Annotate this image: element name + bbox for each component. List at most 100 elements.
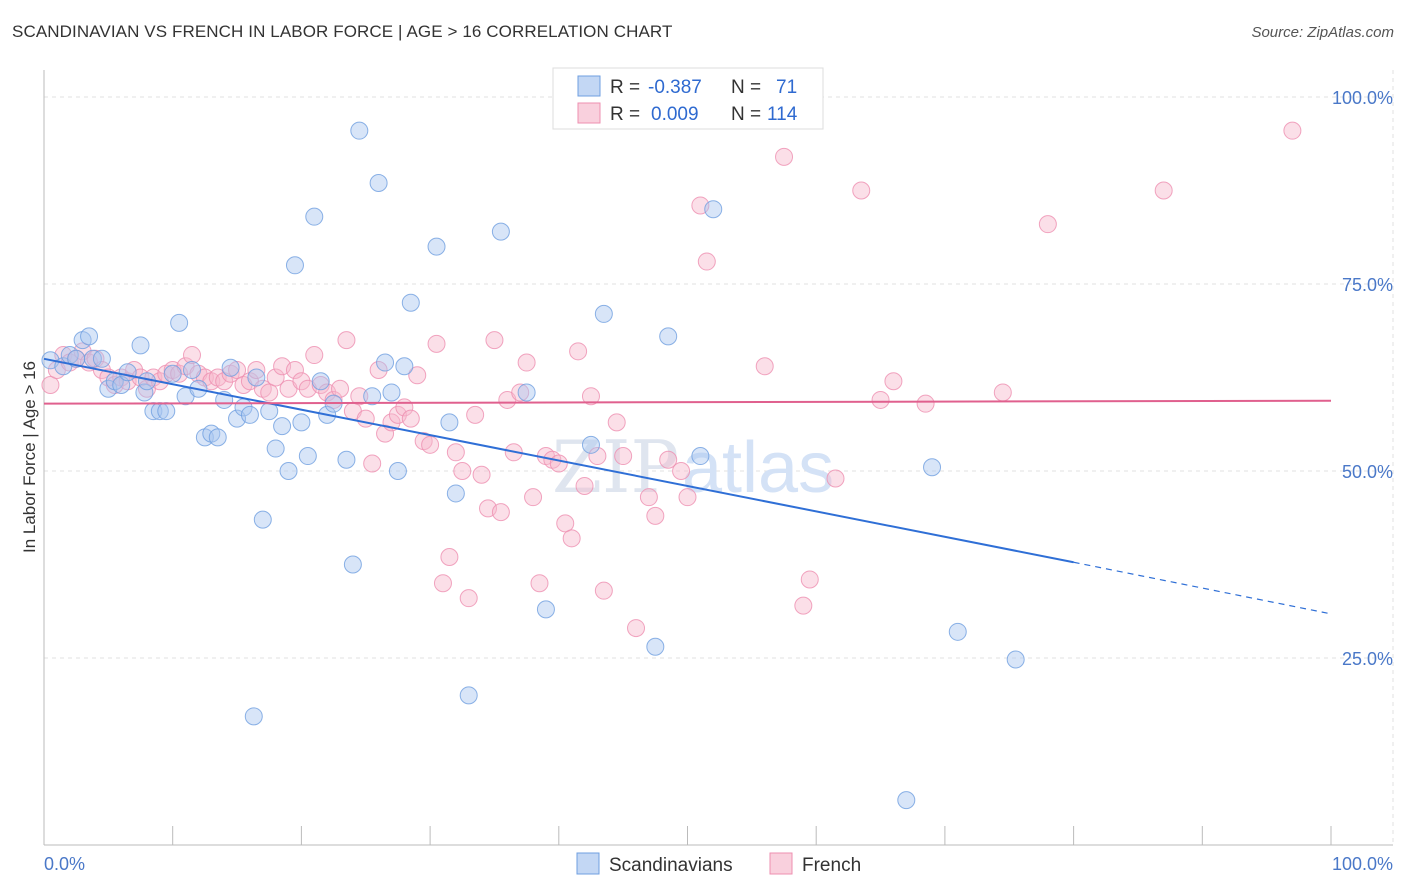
data-point (581, 387, 600, 406)
data-point (324, 390, 343, 409)
data-point (704, 200, 723, 219)
data-point (350, 387, 369, 406)
data-point (607, 413, 626, 432)
data-point (273, 417, 292, 436)
y-axis-title: In Labor Force | Age > 16 (20, 361, 39, 553)
data-point (401, 293, 420, 312)
data-point (163, 364, 182, 383)
data-point (337, 331, 356, 350)
data-point (524, 488, 543, 507)
data-point (491, 503, 510, 522)
data-point (376, 353, 395, 372)
data-point (646, 637, 665, 656)
data-point (343, 555, 362, 574)
x-tick-labels: 0.0% 100.0% (44, 854, 1393, 874)
data-point (884, 372, 903, 391)
data-point (369, 361, 388, 380)
chart-title: SCANDINAVIAN VS FRENCH IN LABOR FORCE | … (12, 22, 673, 41)
data-point (80, 327, 99, 346)
data-point (421, 435, 440, 454)
legend-swatch-scandinavians (577, 75, 601, 97)
x-tick-label-start: 0.0% (44, 854, 85, 874)
data-point (311, 372, 330, 391)
series-legend: Scandinavians French (576, 852, 861, 876)
data-point (92, 349, 111, 368)
data-point (292, 413, 311, 432)
data-point (646, 506, 665, 525)
data-point (993, 383, 1012, 402)
data-point (614, 447, 633, 466)
data-point (298, 447, 317, 466)
series-french-points (41, 121, 1302, 638)
data-point (562, 529, 581, 548)
data-point (794, 596, 813, 615)
correlation-legend: R = -0.387 N = 71 R = 0.009 N = 114 (552, 67, 824, 130)
data-point (240, 405, 259, 424)
data-point (376, 424, 395, 443)
data-point (594, 304, 613, 323)
data-point (897, 791, 916, 810)
data-point (639, 488, 658, 507)
data-point (260, 383, 279, 402)
y-tick-label: 50.0% (1342, 462, 1393, 482)
watermark: ZIP atlas (552, 425, 834, 509)
data-point (279, 462, 298, 480)
trend-line-scandinavians (43, 357, 1074, 564)
data-point (485, 331, 504, 350)
data-point (446, 443, 465, 462)
data-point (581, 435, 600, 454)
legend-swatch-french (577, 102, 601, 124)
data-point (337, 450, 356, 469)
y-tick-labels: 25.0% 50.0% 75.0% 100.0% (1332, 88, 1393, 669)
y-tick-label: 25.0% (1342, 649, 1393, 669)
data-point (459, 686, 478, 705)
data-point (659, 327, 678, 346)
data-point (427, 237, 446, 256)
legend-r-label-2: R = (610, 104, 640, 125)
series-legend-label-french: French (802, 855, 861, 876)
data-point (408, 366, 427, 385)
data-point (775, 147, 794, 166)
data-point (305, 346, 324, 365)
data-point (363, 454, 382, 473)
legend-n-label-2: N = (731, 104, 761, 125)
data-point (594, 581, 613, 600)
data-point (356, 409, 375, 428)
watermark-atlas: atlas (682, 428, 834, 508)
legend-n-value-2: 114 (767, 104, 798, 125)
data-point (871, 390, 890, 409)
data-point (208, 428, 227, 447)
data-point (135, 383, 154, 402)
data-point (388, 462, 407, 480)
data-point (1006, 650, 1025, 669)
legend-n-label-1: N = (731, 77, 761, 98)
legend-r-value-1: -0.387 (648, 77, 702, 98)
data-point (395, 357, 414, 376)
data-point (131, 336, 150, 355)
data-point (285, 256, 304, 275)
data-point (575, 476, 594, 495)
series-legend-swatch-french (769, 852, 793, 875)
data-point (183, 346, 202, 365)
data-point (556, 514, 575, 533)
trend-lines (43, 357, 1332, 615)
data-point (536, 600, 555, 619)
data-point (517, 353, 536, 372)
data-point (369, 174, 388, 193)
data-point (453, 462, 472, 480)
data-point (1038, 215, 1057, 234)
x-ticks (172, 826, 1332, 845)
data-point (331, 379, 350, 398)
chart-source: Source: ZipAtlas.com (1251, 24, 1394, 41)
data-point (440, 413, 459, 432)
data-point (852, 181, 871, 200)
series-legend-label-scandinavians: Scandinavians (609, 855, 733, 876)
data-point (170, 313, 189, 332)
data-point (948, 622, 967, 641)
data-point (157, 402, 176, 421)
data-point (755, 357, 774, 376)
data-point (285, 361, 304, 380)
data-point (440, 548, 459, 567)
data-point (916, 394, 935, 413)
